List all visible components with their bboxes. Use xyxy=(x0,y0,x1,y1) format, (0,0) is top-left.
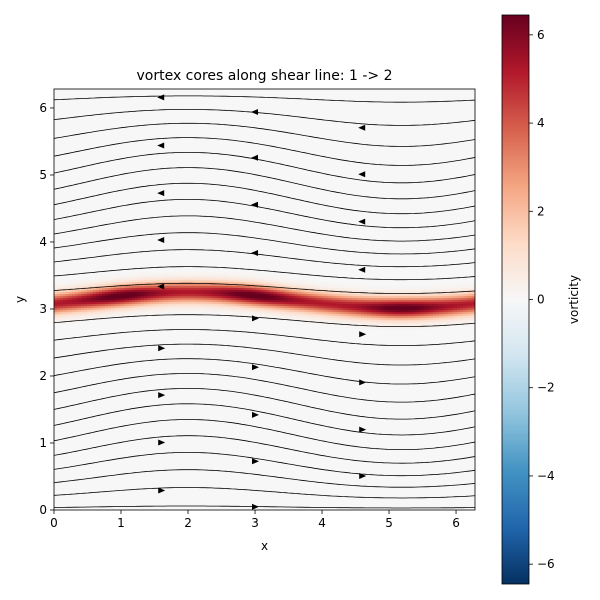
y-tick-label: 2 xyxy=(39,369,47,383)
streamline xyxy=(54,182,475,215)
y-axis-label: y xyxy=(13,296,27,303)
y-tick-label: 4 xyxy=(39,235,47,249)
streamline xyxy=(54,388,475,420)
colorbar-tick-label: 6 xyxy=(537,28,545,42)
x-tick-label: 0 xyxy=(50,516,58,530)
streamline xyxy=(54,282,475,294)
streamline-arrow xyxy=(157,283,165,290)
streamline xyxy=(54,452,475,477)
streamline-arrow xyxy=(252,411,259,418)
streamline-arrow xyxy=(158,392,166,399)
x-tick-label: 3 xyxy=(251,516,259,530)
streamline-arrow xyxy=(157,142,165,149)
streamline xyxy=(54,435,475,464)
streamline xyxy=(54,487,475,499)
streamline xyxy=(54,329,475,346)
plot-frame xyxy=(53,88,476,511)
y-axis: 0 1 2 3 4 5 6 xyxy=(39,101,54,517)
streamline-arrow xyxy=(251,250,258,256)
streamline xyxy=(54,215,475,242)
streamline xyxy=(54,403,475,436)
streamline xyxy=(54,314,475,327)
y-tick-label: 0 xyxy=(39,503,47,517)
streamline-arrow xyxy=(157,237,165,243)
streamline-arrow xyxy=(158,487,166,494)
streamline xyxy=(54,358,475,385)
colorbar-tick-label: 2 xyxy=(537,204,545,218)
streamline xyxy=(54,95,475,103)
streamline xyxy=(54,152,475,184)
streamline-arrow xyxy=(358,218,366,225)
x-tick-label: 6 xyxy=(452,516,460,530)
streamline-arrow xyxy=(252,364,259,371)
colorbar-ticks: −6 −4 −2 0 2 4 6 xyxy=(529,28,555,571)
streamline-arrow xyxy=(359,473,367,479)
streamline xyxy=(54,343,475,366)
colorbar: −6 −4 −2 0 2 4 6 vorticity xyxy=(501,14,581,585)
streamline-arrow xyxy=(252,458,259,465)
x-axis: 0 1 2 3 4 5 6 xyxy=(50,510,460,530)
x-axis-label: x xyxy=(261,539,268,553)
streamline xyxy=(54,373,475,403)
streamline-arrow xyxy=(158,345,166,352)
x-tick-label: 4 xyxy=(318,516,326,530)
colorbar-gradient xyxy=(502,15,529,584)
streamline xyxy=(54,469,475,488)
streamline xyxy=(54,266,475,281)
streamline xyxy=(54,167,475,200)
streamline-arrow xyxy=(158,439,166,446)
colorbar-tick-label: 4 xyxy=(537,116,545,130)
y-tick-label: 3 xyxy=(39,302,47,316)
vorticity-field xyxy=(54,269,475,331)
streamline-arrow xyxy=(359,379,367,386)
plot-area xyxy=(54,89,475,510)
streamline xyxy=(54,122,475,147)
streamline-arrow xyxy=(358,266,366,273)
streamline-arrow xyxy=(358,171,366,178)
streamline xyxy=(54,232,475,255)
streamline xyxy=(54,249,475,268)
streamline-arrow xyxy=(251,154,258,161)
x-tick-label: 1 xyxy=(117,516,125,530)
streamline xyxy=(54,109,475,126)
streamline-arrow xyxy=(251,109,258,115)
streamline xyxy=(54,137,475,166)
colorbar-tick-label: −6 xyxy=(537,557,555,571)
streamline-arrow xyxy=(252,503,259,510)
streamline-arrow xyxy=(252,315,259,322)
colorbar-tick-label: −2 xyxy=(537,381,555,395)
y-tick-label: 5 xyxy=(39,168,47,182)
y-tick-label: 6 xyxy=(39,101,47,115)
streamline-arrow xyxy=(358,124,366,131)
streamlines xyxy=(54,94,475,510)
colorbar-tick-label: −4 xyxy=(537,469,555,483)
streamline xyxy=(54,199,475,229)
streamline-arrow xyxy=(251,201,258,208)
colorbar-tick-label: 0 xyxy=(537,293,545,307)
streamline-arrow xyxy=(359,331,367,338)
streamline-arrow xyxy=(359,426,367,433)
streamline xyxy=(54,505,475,509)
x-tick-label: 5 xyxy=(385,516,393,530)
colorbar-label: vorticity xyxy=(567,275,581,324)
streamline xyxy=(54,419,475,450)
streamline-arrow xyxy=(157,190,165,197)
chart-title: vortex cores along shear line: 1 -> 2 xyxy=(136,68,392,84)
x-tick-label: 2 xyxy=(184,516,192,530)
streamline-arrow xyxy=(157,94,165,101)
y-tick-label: 1 xyxy=(39,436,47,450)
